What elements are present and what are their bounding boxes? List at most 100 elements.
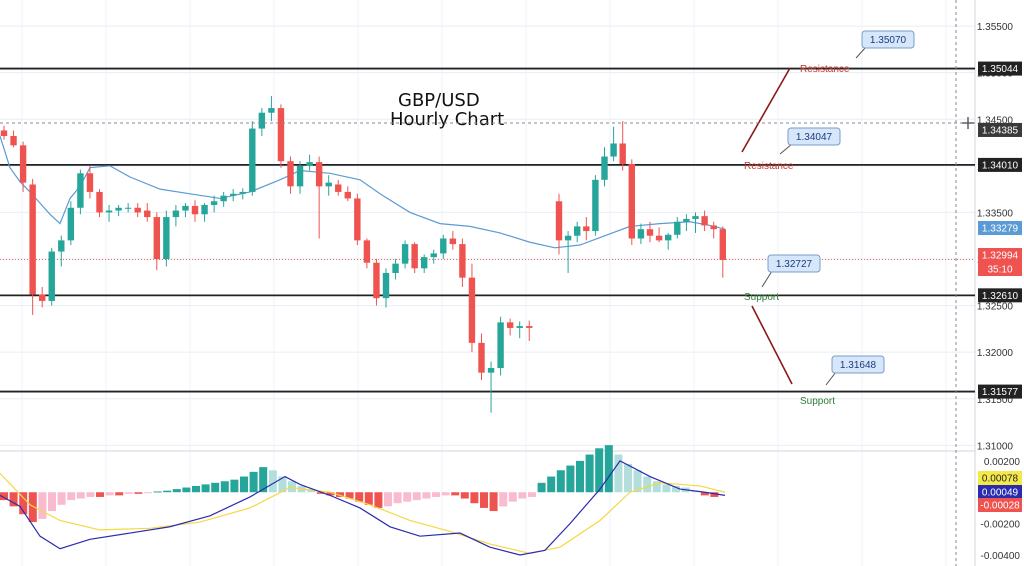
- macd-bar-24: [230, 479, 239, 493]
- candle-body-62: [610, 143, 617, 157]
- candle-65: [637, 223, 645, 245]
- countdown-badge-bg: [978, 262, 1022, 276]
- candle-body-13: [124, 207, 132, 209]
- macd-bar-58: [556, 470, 565, 493]
- macd-bar-1: [9, 492, 18, 507]
- macd-bar-10: [96, 492, 104, 497]
- candle-35: [335, 179, 342, 196]
- candle-31: [296, 161, 304, 194]
- candle-body-63: [619, 143, 626, 164]
- macd-bar-65: [624, 463, 632, 493]
- support-trend-line: [751, 305, 793, 385]
- countdown-badge-text: 35:10: [987, 265, 1012, 276]
- candle-54: [516, 321, 523, 339]
- macd-bar-11: [105, 492, 114, 496]
- candle-27: [258, 108, 266, 137]
- level-lines: [0, 67, 975, 393]
- macd-bar-15: [144, 492, 152, 494]
- candle-body-22: [210, 201, 218, 205]
- candle-body-50: [478, 342, 485, 373]
- candle-body-48: [459, 244, 466, 278]
- candle-34: [325, 175, 332, 196]
- macd-bar-28: [268, 470, 277, 493]
- candle-69: [674, 217, 681, 239]
- macd-bar-8: [76, 492, 85, 499]
- candle-9: [86, 165, 94, 199]
- macd-badge-signal: 0.00078: [978, 471, 1022, 485]
- price-callout-1: 1.34047: [779, 127, 841, 155]
- macd-bar-25: [240, 476, 248, 493]
- macd-badge-hist-bg: [978, 498, 1022, 512]
- macd-bar-55: [528, 492, 536, 497]
- price-badge-35044-bg: [978, 61, 1022, 76]
- candle-5: [48, 247, 55, 306]
- candle-53: [506, 318, 514, 336]
- candle-body-66: [646, 229, 654, 236]
- price-badge-34385-text: 1.34385: [982, 125, 1019, 136]
- callout-box-1: [787, 127, 841, 146]
- candle-body-70: [683, 218, 690, 222]
- macd-bar-41: [393, 492, 402, 504]
- candle-body-25: [239, 191, 246, 194]
- macd-bar-63: [604, 445, 613, 493]
- candle-body-1: [10, 136, 17, 146]
- callout-box-2: [767, 254, 821, 273]
- candle-body-46: [440, 238, 447, 254]
- macd-bar-73: [700, 492, 709, 496]
- candle-4: [39, 286, 46, 308]
- macd-bar-69: [662, 484, 671, 493]
- candle-body-72: [701, 216, 708, 226]
- price-badge-32610-text: 1.32610: [982, 291, 1019, 302]
- candle-28: [268, 95, 275, 122]
- candle-body-61: [601, 156, 608, 180]
- macd-bar-37: [355, 492, 364, 502]
- candle-74: [719, 226, 726, 278]
- candle-68: [665, 232, 672, 250]
- candle-body-43: [411, 244, 418, 269]
- candle-body-16: [153, 217, 160, 260]
- candle-46: [440, 234, 447, 260]
- macd-bar-2: [19, 492, 28, 515]
- candle-body-27: [258, 112, 266, 129]
- annotation-support-mid: Support: [744, 292, 779, 303]
- candle-body-74: [719, 229, 726, 260]
- candle-57: [564, 231, 572, 273]
- candle-67: [655, 227, 663, 243]
- candle-30: [287, 156, 294, 194]
- candle-body-59: [583, 226, 590, 232]
- candle-21: [201, 203, 208, 222]
- macd-bar-53: [508, 492, 517, 502]
- candle-51: [487, 361, 495, 413]
- macd-bar-56: [537, 482, 546, 493]
- candlesticks: [0, 95, 726, 413]
- callout-label-2: 1.32727: [776, 259, 813, 270]
- price-badge-34010: 1.34010: [978, 157, 1022, 172]
- price-badge-31577-text: 1.31577: [982, 387, 1019, 398]
- macd-bar-66: [633, 470, 642, 493]
- macd-bar-3: [28, 492, 37, 523]
- macd-bar-70: [672, 485, 680, 493]
- y-tick-label-6: 1.32500: [977, 302, 1014, 313]
- annotation-resistance-mid: Resistance: [744, 161, 794, 172]
- resistance-trend-line: [741, 67, 791, 153]
- macd-bar-39: [374, 492, 383, 508]
- annotations: Resistance Resistance Support Support: [744, 64, 850, 407]
- price-callout-0: 1.35070: [855, 30, 915, 59]
- macd-bar-16: [153, 491, 162, 493]
- macd-bar-52: [499, 492, 508, 507]
- callout-pointer-0: [855, 46, 867, 59]
- candle-56: [555, 193, 563, 255]
- candle-body-33: [315, 162, 323, 187]
- candle-body-28: [268, 108, 275, 113]
- macd-bar-43: [412, 492, 421, 501]
- macd-bar-12: [115, 492, 124, 496]
- macd-bar-4: [38, 492, 47, 519]
- candle-0: [0, 125, 8, 140]
- y-tick-label-7: 1.32000: [977, 348, 1014, 359]
- macd-badge-hist: -0.00028: [978, 498, 1022, 512]
- callout-label-0: 1.35070: [870, 35, 907, 46]
- candle-55: [526, 320, 533, 341]
- macd-bar-68: [652, 481, 661, 493]
- candle-body-37: [354, 198, 361, 241]
